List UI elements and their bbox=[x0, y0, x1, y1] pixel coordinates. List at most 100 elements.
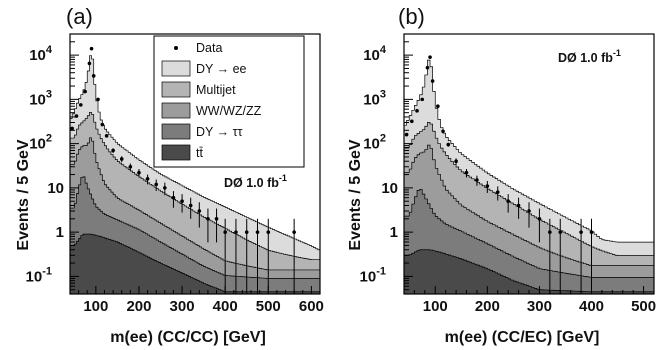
panel-a-histograms bbox=[70, 46, 320, 294]
panel-b-data-point bbox=[579, 230, 583, 234]
panel-a-data-point bbox=[214, 217, 219, 221]
panel-a-y-tick-exp: 3 bbox=[46, 88, 52, 100]
panel-b-lumi-label: DØ 1.0 fb-1 bbox=[558, 48, 621, 65]
panel-b-y-tick-base: 10 bbox=[363, 136, 380, 153]
panel-a-x-axis: 100 200 300 400 500 600 bbox=[69, 286, 324, 315]
panel-b-lumi-text: DØ 1.0 fb bbox=[558, 51, 613, 65]
panel-a-data-point bbox=[180, 199, 184, 204]
panel-b-x-axis-title: m(ee) (CC/EC) [GeV] bbox=[445, 329, 600, 346]
panel-a-data-point bbox=[188, 203, 193, 208]
panel-a-data-point bbox=[197, 209, 202, 213]
panel-a-data-point bbox=[96, 97, 100, 102]
panel-a-y-tick-exp: 2 bbox=[46, 133, 52, 145]
panel-a-data-point bbox=[244, 230, 249, 234]
panel-b: (b) Events / 5 GeV m(ee) (CC/EC) [GeV] 1… bbox=[347, 4, 656, 346]
panel-a-data-point bbox=[74, 114, 79, 118]
panel-a-lumi-text: DØ 1.0 fb bbox=[224, 176, 279, 190]
panel-b-y-tick-exp: 4 bbox=[380, 44, 387, 56]
panel-b-lumi-sup: -1 bbox=[613, 48, 621, 58]
panel-b-x-tick-label: 400 bbox=[579, 298, 604, 315]
panel-a-frame bbox=[69, 33, 321, 295]
legend-swatch-multijet bbox=[161, 81, 191, 98]
panel-b-data-point bbox=[446, 142, 451, 147]
legend-label-multijet: Multijet bbox=[196, 83, 236, 97]
panel-a-data-point bbox=[234, 230, 238, 234]
panel-a-y-tick-label: 102 bbox=[29, 133, 52, 153]
panel-b-data-point bbox=[404, 132, 409, 137]
panel-b-x-tick-label: 300 bbox=[527, 298, 552, 315]
panel-b-data-point bbox=[425, 65, 430, 70]
panel-a-data-point bbox=[292, 230, 296, 234]
panel-a-x-tick-label: 500 bbox=[256, 298, 281, 315]
panel-b-data-point bbox=[558, 230, 563, 234]
panel-a-y-tick-exp: 4 bbox=[46, 44, 53, 56]
panel-b-y-tick-label: 103 bbox=[363, 88, 386, 108]
panel-b-y-tick-label: 10 bbox=[381, 180, 398, 197]
panel-b-y-tick-label: 10-1 bbox=[360, 265, 386, 285]
panel-a-data-point bbox=[266, 230, 271, 234]
panel-b-x-tick-label: 200 bbox=[475, 298, 500, 315]
panel-b-label: (b) bbox=[398, 4, 425, 29]
panel-a-lumi-sup: -1 bbox=[279, 173, 287, 183]
panel-a-data-point bbox=[78, 103, 83, 107]
panel-a-x-tick-label: 200 bbox=[126, 298, 151, 315]
panel-a-y-tick-label: 10 bbox=[47, 180, 64, 197]
legend-data-marker bbox=[174, 46, 178, 50]
panel-b-data-point bbox=[537, 217, 542, 221]
panel-b-data-point bbox=[464, 170, 469, 175]
panel-a-y-tick-exp: -1 bbox=[42, 265, 52, 277]
panel-b-y-tick-exp: -1 bbox=[376, 265, 386, 277]
panel-a-x-tick-label: 400 bbox=[213, 298, 238, 315]
panel-b-x-tick-label: 100 bbox=[423, 298, 448, 315]
panel-a-data-point bbox=[104, 134, 109, 138]
panel-b-data-point bbox=[436, 104, 440, 109]
panel-b-data-points bbox=[404, 55, 594, 294]
legend-swatch-dibosons bbox=[161, 102, 191, 119]
panel-b-series-ttbar bbox=[404, 249, 654, 294]
panel-b-x-tick-label: 500 bbox=[631, 298, 656, 315]
panel-b-data-point bbox=[495, 190, 500, 194]
panel-a-legend: Data DY → ee Multijet WW/WZ/ZZ DY → ττ tt̄ bbox=[153, 35, 305, 168]
panel-a-data-point bbox=[87, 61, 92, 66]
panel-a-y-tick-base: 10 bbox=[26, 268, 43, 285]
panel-b-data-point bbox=[415, 109, 419, 113]
panel-a-y-tick-label: 103 bbox=[29, 88, 52, 108]
panel-b-data-point bbox=[420, 97, 425, 102]
legend-swatch-ttbar bbox=[161, 144, 191, 161]
panel-a-x-tick-label: 100 bbox=[83, 298, 108, 315]
panel-a-lumi-label: DØ 1.0 fb-1 bbox=[224, 173, 287, 190]
panel-b-y-axis-title: Events / 5 GeV bbox=[347, 139, 364, 250]
panel-b-data-point bbox=[516, 203, 521, 208]
panel-b-data-point bbox=[454, 159, 458, 164]
panel-b-data-point bbox=[441, 129, 445, 134]
panel-b-y-tick-base: 10 bbox=[363, 91, 380, 108]
panel-a-y-tick-label: 1 bbox=[56, 224, 64, 241]
panel-b-y-tick-label: 104 bbox=[363, 44, 387, 64]
panel-a-data-point bbox=[91, 74, 96, 78]
panel-b-y-tick-base: 10 bbox=[363, 47, 380, 64]
panel-b-data-point bbox=[475, 178, 479, 182]
panel-a-data-point bbox=[137, 170, 141, 175]
legend-label-data: Data bbox=[196, 41, 222, 55]
panel-a-data-point bbox=[83, 89, 87, 94]
panel-b-data-point bbox=[410, 119, 414, 124]
panel-a-data-point bbox=[111, 148, 115, 153]
panel-a-data-point bbox=[171, 195, 176, 200]
panel-b-y-tick-exp: 2 bbox=[380, 133, 386, 145]
panel-a-x-tick-label: 600 bbox=[299, 298, 324, 315]
panel-a-data-point bbox=[119, 157, 124, 161]
panel-b-data-point bbox=[428, 55, 432, 59]
panel-a-data-point bbox=[89, 46, 94, 51]
panel-a-y-tick-base: 10 bbox=[29, 47, 46, 64]
panel-b-histograms bbox=[404, 55, 654, 294]
panel-b-data-point bbox=[527, 209, 531, 213]
panel-a-data-point bbox=[100, 122, 105, 127]
panel-a-y-tick-base: 10 bbox=[29, 136, 46, 153]
panel-a-y-axis-title: Events / 5 GeV bbox=[15, 139, 32, 250]
panel-a-data-point bbox=[154, 182, 159, 187]
panel-b-data-point bbox=[506, 199, 510, 204]
panel-b-x-axis: 100 200 300 400 500 bbox=[403, 286, 656, 315]
